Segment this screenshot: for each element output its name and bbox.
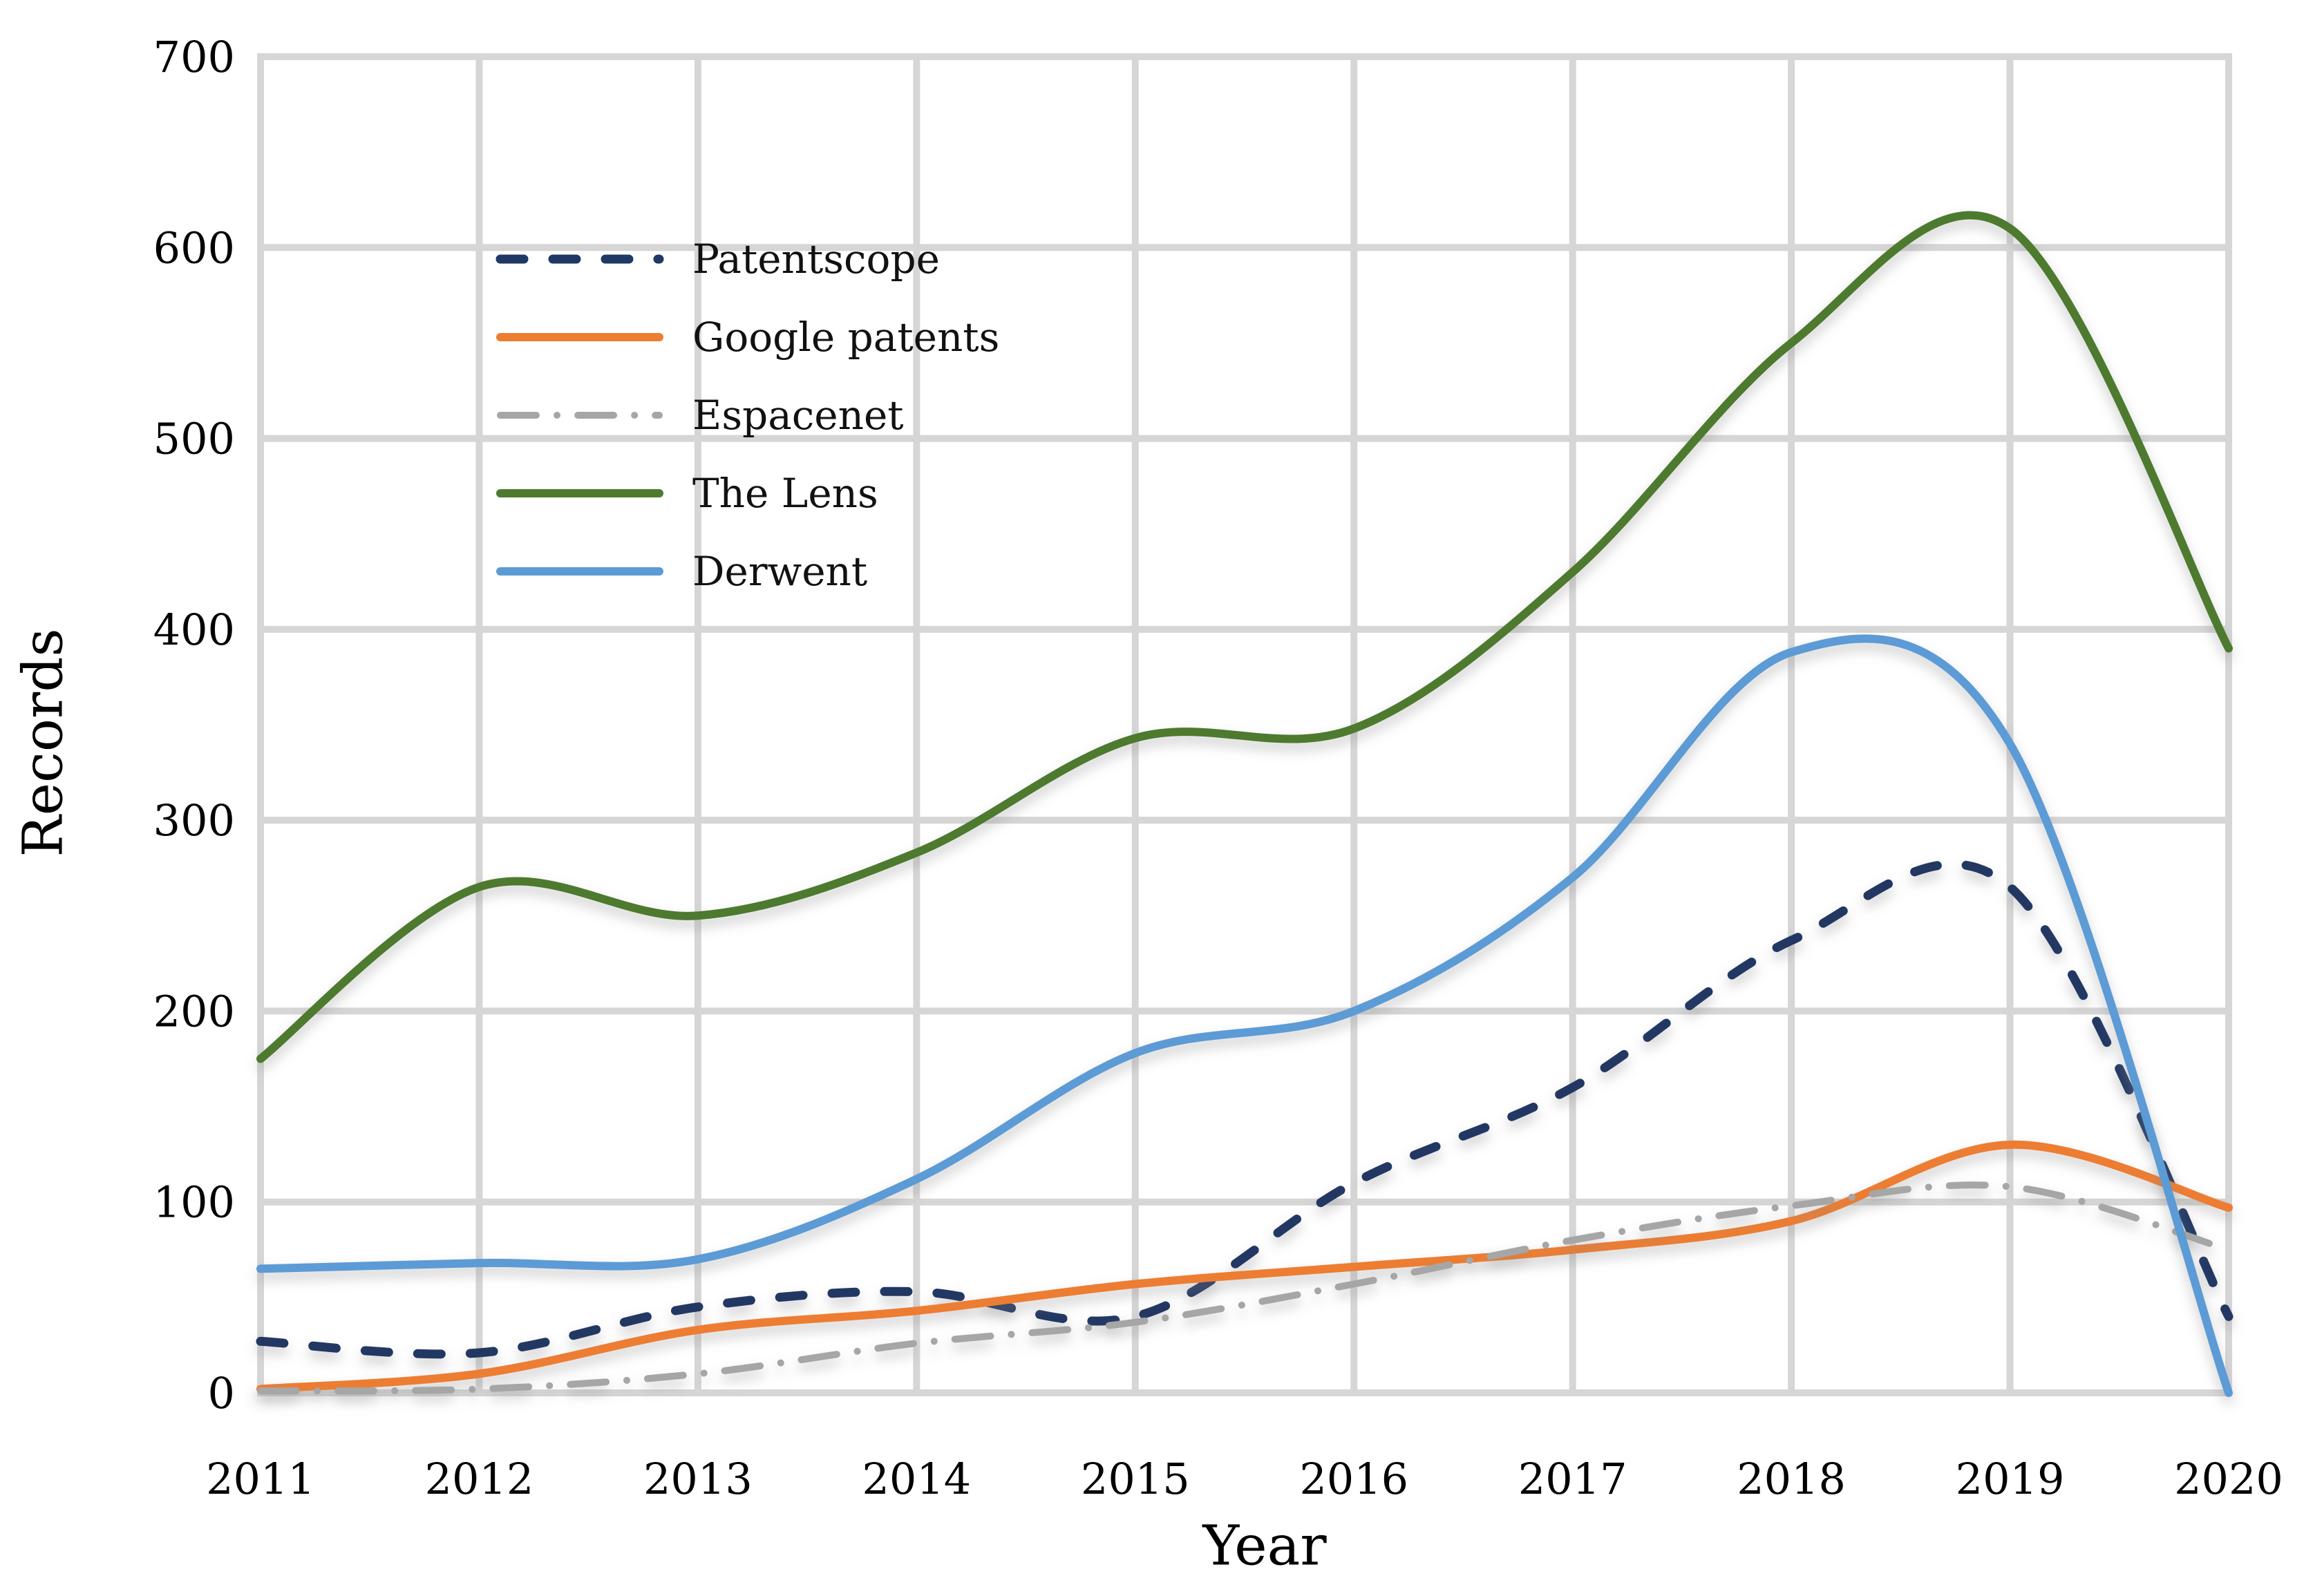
legend-swatch-derwent-line-icon xyxy=(496,567,663,576)
series-line-derwent xyxy=(256,634,2233,1397)
series-line-espacenet xyxy=(257,1181,2232,1395)
legend-label-patentscope: Patentscope xyxy=(692,235,940,283)
x-tick-label: 2012 xyxy=(425,1454,534,1504)
legend-label-the-lens: The Lens xyxy=(692,469,878,517)
x-tick-label: 2017 xyxy=(1518,1454,1627,1504)
y-tick-label: 400 xyxy=(153,605,235,655)
legend-label-espacenet: Espacenet xyxy=(692,391,904,439)
x-axis-title: Year xyxy=(1202,1513,1327,1578)
plot-border xyxy=(257,53,2232,1396)
chart-legend: Patentscope Google patents Espacenet The… xyxy=(495,220,999,610)
y-tick-label: 600 xyxy=(153,222,235,273)
legend-swatch-patentscope-line-icon xyxy=(495,254,664,263)
legend-label-derwent: Derwent xyxy=(692,547,868,595)
y-tick-label: 700 xyxy=(153,32,235,82)
y-axis-title: Records xyxy=(10,628,75,857)
legend-item-the-lens: The Lens xyxy=(495,454,999,532)
legend-swatch-the-lens-line-icon xyxy=(496,488,663,497)
x-tick-label: 2016 xyxy=(1299,1454,1408,1504)
series-lines xyxy=(256,211,2234,1397)
legend-item-google-patents: Google patents xyxy=(495,298,999,376)
x-tick-label: 2013 xyxy=(643,1454,753,1504)
series-line-patentscope xyxy=(256,859,2234,1359)
y-tick-label: 200 xyxy=(153,986,235,1036)
legend-item-patentscope: Patentscope xyxy=(495,220,999,298)
x-axis-tick-labels: 2011 2012 2013 2014 2015 2016 2017 2018 2019 2020 xyxy=(206,1454,2283,1504)
y-axis-tick-labels: 0 100 200 300 400 500 600 700 xyxy=(153,32,235,1418)
legend-swatch-google-patents-line-icon xyxy=(496,332,663,341)
y-tick-label: 100 xyxy=(153,1177,235,1228)
x-tick-label: 2020 xyxy=(2174,1454,2283,1504)
legend-swatch-espacenet-line-icon xyxy=(497,411,663,419)
x-tick-label: 2015 xyxy=(1081,1454,1190,1504)
legend-item-derwent: Derwent xyxy=(495,532,999,610)
y-tick-label: 300 xyxy=(153,795,235,846)
x-tick-label: 2011 xyxy=(206,1454,315,1504)
y-tick-label: 0 xyxy=(208,1368,235,1418)
x-tick-label: 2019 xyxy=(1956,1454,2065,1504)
y-tick-label: 500 xyxy=(153,414,235,464)
legend-item-espacenet: Espacenet xyxy=(495,376,999,454)
series-line-google-patents xyxy=(256,1140,2233,1394)
legend-label-google-patents: Google patents xyxy=(692,313,1000,361)
x-tick-label: 2018 xyxy=(1737,1454,1846,1504)
series-line-the-lens xyxy=(256,211,2233,1063)
x-tick-label: 2014 xyxy=(862,1454,971,1504)
